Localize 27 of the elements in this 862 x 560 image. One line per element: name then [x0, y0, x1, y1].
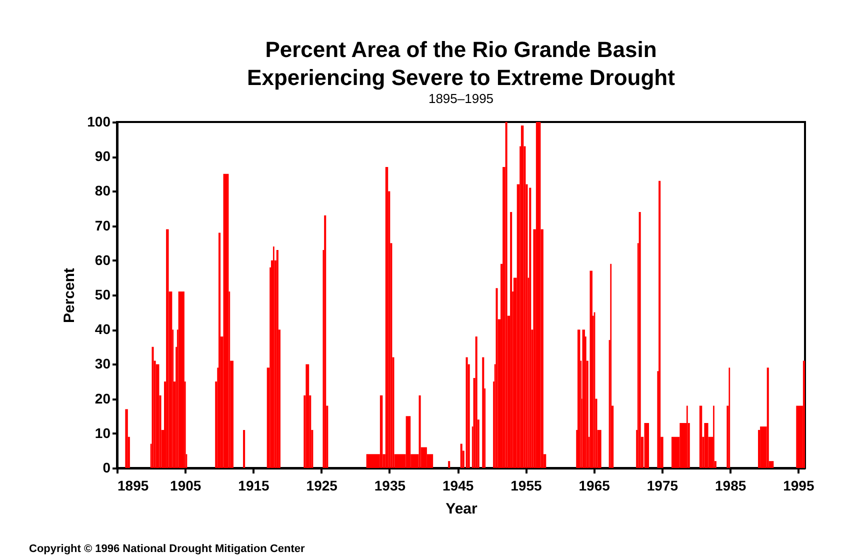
text: Copyright © 1996 National Drought Mitigation Center: [29, 543, 306, 555]
y-tick-label: 40: [94, 321, 111, 338]
y-tick-label: 0: [102, 460, 111, 476]
x-tick-label: 1935: [374, 478, 406, 494]
x-tick-label: 1975: [646, 478, 678, 494]
x-tick-label: 1965: [578, 478, 610, 494]
y-axis-title: Percent: [61, 268, 78, 324]
chart-title: Percent Area of the Rio Grande Basin Experiencing Severe to Extreme Drought: [247, 37, 676, 90]
y-tick-label: 90: [94, 148, 111, 164]
x-tick-label: 1915: [238, 478, 270, 494]
y-tick-label: 100: [87, 114, 111, 130]
x-tick-label: 1925: [306, 478, 338, 494]
y-tick-label: 30: [94, 356, 111, 372]
x-tick-label: 1985: [714, 478, 746, 494]
y-tick-label: 70: [94, 217, 111, 234]
y-tick-label: 50: [94, 286, 111, 302]
y-tick-label: 60: [94, 252, 111, 268]
x-tick-label: 1955: [510, 478, 542, 494]
y-tick-label: 80: [94, 182, 111, 199]
x-tick-label: 1895: [118, 478, 149, 494]
x-tick-label: 1945: [442, 478, 474, 494]
x-tick-label: 1905: [170, 478, 202, 494]
chart-subtitle: 1895–1995: [428, 91, 494, 106]
x-axis-title: Year: [446, 500, 478, 518]
y-tick-label: 10: [94, 424, 111, 441]
y-tick-label: 20: [94, 390, 111, 406]
x-tick-label: 1995: [783, 478, 814, 494]
